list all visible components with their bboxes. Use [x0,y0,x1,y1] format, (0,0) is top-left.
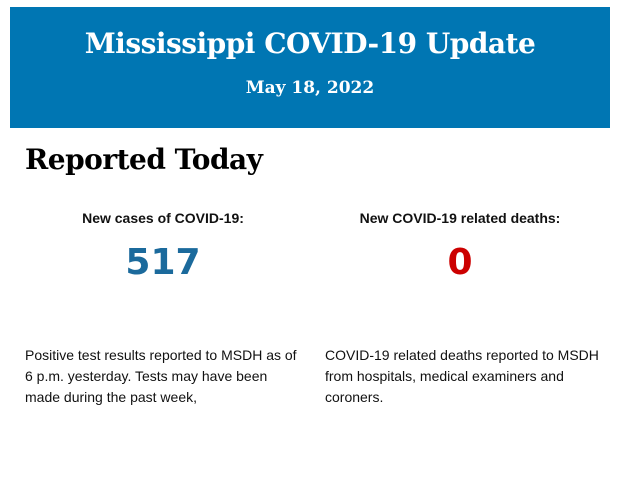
new-cases-label: New cases of COVID-19: [82,210,244,226]
new-cases-description: Positive test results reported to MSDH a… [25,347,297,405]
new-cases-panel: New cases of COVID-19: 517 [18,210,308,283]
header-banner: Mississippi COVID-19 Update May 18, 2022 [10,7,610,128]
new-deaths-description: COVID-19 related deaths reported to MSDH… [325,347,599,405]
new-cases-value: 517 [125,242,201,283]
new-deaths-panel: New COVID-19 related deaths: 0 [315,210,605,283]
new-deaths-value: 0 [447,242,473,283]
report-date: May 18, 2022 [245,78,375,98]
page-title: Mississippi COVID-19 Update [84,27,536,60]
new-deaths-label: New COVID-19 related deaths: [359,210,561,226]
section-title: Reported Today [25,143,263,176]
